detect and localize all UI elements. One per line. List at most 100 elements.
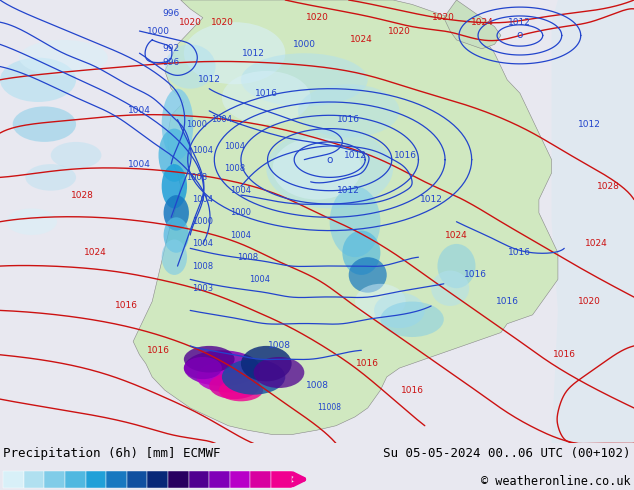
Text: 1012: 1012 <box>420 195 443 204</box>
Text: 1012: 1012 <box>198 75 221 84</box>
Text: 1024: 1024 <box>350 35 373 45</box>
Ellipse shape <box>342 231 380 275</box>
Polygon shape <box>552 0 634 443</box>
Text: o: o <box>327 155 333 165</box>
Text: 1012: 1012 <box>337 186 360 195</box>
Ellipse shape <box>437 244 476 288</box>
Bar <box>250 471 271 488</box>
Bar <box>168 471 189 488</box>
Ellipse shape <box>184 346 235 372</box>
Text: 1008: 1008 <box>192 262 214 270</box>
Ellipse shape <box>219 379 263 401</box>
Ellipse shape <box>222 359 285 394</box>
Ellipse shape <box>13 106 76 142</box>
Text: 1008: 1008 <box>268 342 290 350</box>
Ellipse shape <box>25 164 76 191</box>
Text: 1004: 1004 <box>192 147 214 155</box>
Text: 1020: 1020 <box>210 18 233 26</box>
Text: 1004: 1004 <box>224 142 245 151</box>
Text: 1016: 1016 <box>115 301 138 311</box>
Text: 1028: 1028 <box>597 182 620 191</box>
Text: 1020: 1020 <box>179 18 202 26</box>
Text: 1004: 1004 <box>249 275 271 284</box>
Bar <box>107 471 127 488</box>
Text: 1000: 1000 <box>147 26 170 36</box>
Ellipse shape <box>222 71 311 124</box>
Ellipse shape <box>19 40 108 75</box>
Text: 1004: 1004 <box>192 195 214 204</box>
Ellipse shape <box>298 84 399 138</box>
Ellipse shape <box>241 346 292 381</box>
Text: 1020: 1020 <box>432 13 455 22</box>
Text: o: o <box>517 30 523 41</box>
Text: 1020: 1020 <box>578 297 601 306</box>
Ellipse shape <box>164 217 189 253</box>
Text: 1000: 1000 <box>230 208 252 218</box>
Text: 1008: 1008 <box>186 173 207 182</box>
Text: 1003: 1003 <box>192 284 214 293</box>
Ellipse shape <box>0 58 76 102</box>
Text: 1016: 1016 <box>553 350 576 359</box>
Text: 1024: 1024 <box>470 18 493 26</box>
Text: 1016: 1016 <box>496 297 519 306</box>
Ellipse shape <box>355 284 406 319</box>
Text: 996: 996 <box>162 58 180 67</box>
Ellipse shape <box>254 357 304 388</box>
Text: 1016: 1016 <box>337 115 360 124</box>
Ellipse shape <box>51 142 101 169</box>
Text: Precipitation (6h) [mm] ECMWF: Precipitation (6h) [mm] ECMWF <box>3 447 221 460</box>
Text: 1016: 1016 <box>464 270 487 279</box>
Text: © weatheronline.co.uk: © weatheronline.co.uk <box>481 475 631 488</box>
Text: 1008: 1008 <box>306 381 328 391</box>
Ellipse shape <box>266 128 393 208</box>
Bar <box>230 471 250 488</box>
Text: 1016: 1016 <box>394 151 417 160</box>
Bar <box>209 471 230 488</box>
Ellipse shape <box>431 270 469 306</box>
Ellipse shape <box>6 208 57 235</box>
Bar <box>271 471 292 488</box>
Text: 1004: 1004 <box>128 106 151 115</box>
Text: 1012: 1012 <box>578 120 601 129</box>
Bar <box>147 471 168 488</box>
Ellipse shape <box>164 195 189 231</box>
Text: 1008: 1008 <box>224 164 245 173</box>
Ellipse shape <box>162 89 193 160</box>
Polygon shape <box>444 0 501 49</box>
Text: 1020: 1020 <box>388 26 411 36</box>
Text: 1016: 1016 <box>255 89 278 98</box>
Text: 1004: 1004 <box>192 240 214 248</box>
Ellipse shape <box>374 293 425 328</box>
Ellipse shape <box>330 186 380 257</box>
Text: Su 05-05-2024 00..06 UTC (00+102): Su 05-05-2024 00..06 UTC (00+102) <box>384 447 631 460</box>
Text: 1008: 1008 <box>236 253 258 262</box>
Text: 1000: 1000 <box>186 120 207 129</box>
Ellipse shape <box>197 362 260 392</box>
Ellipse shape <box>165 45 216 89</box>
Bar <box>127 471 147 488</box>
Bar <box>3 471 24 488</box>
Text: 1004: 1004 <box>128 160 151 169</box>
Ellipse shape <box>209 372 260 399</box>
Ellipse shape <box>241 53 368 106</box>
Text: 1020: 1020 <box>306 13 328 22</box>
Text: 992: 992 <box>162 44 180 53</box>
Ellipse shape <box>273 138 361 199</box>
Ellipse shape <box>184 357 222 379</box>
Text: 1004: 1004 <box>211 115 233 124</box>
Ellipse shape <box>380 301 444 337</box>
Bar <box>189 471 209 488</box>
Text: 1012: 1012 <box>508 18 531 26</box>
Text: 1000: 1000 <box>192 217 214 226</box>
Text: 1016: 1016 <box>401 386 424 395</box>
Text: 1024: 1024 <box>585 240 607 248</box>
Bar <box>24 471 44 488</box>
Ellipse shape <box>162 240 187 275</box>
Ellipse shape <box>184 22 285 84</box>
Ellipse shape <box>162 164 187 208</box>
Text: 1016: 1016 <box>356 359 379 368</box>
Text: 1012: 1012 <box>344 151 366 160</box>
Bar <box>44 471 65 488</box>
Text: 1016: 1016 <box>508 248 531 257</box>
Ellipse shape <box>349 257 387 293</box>
